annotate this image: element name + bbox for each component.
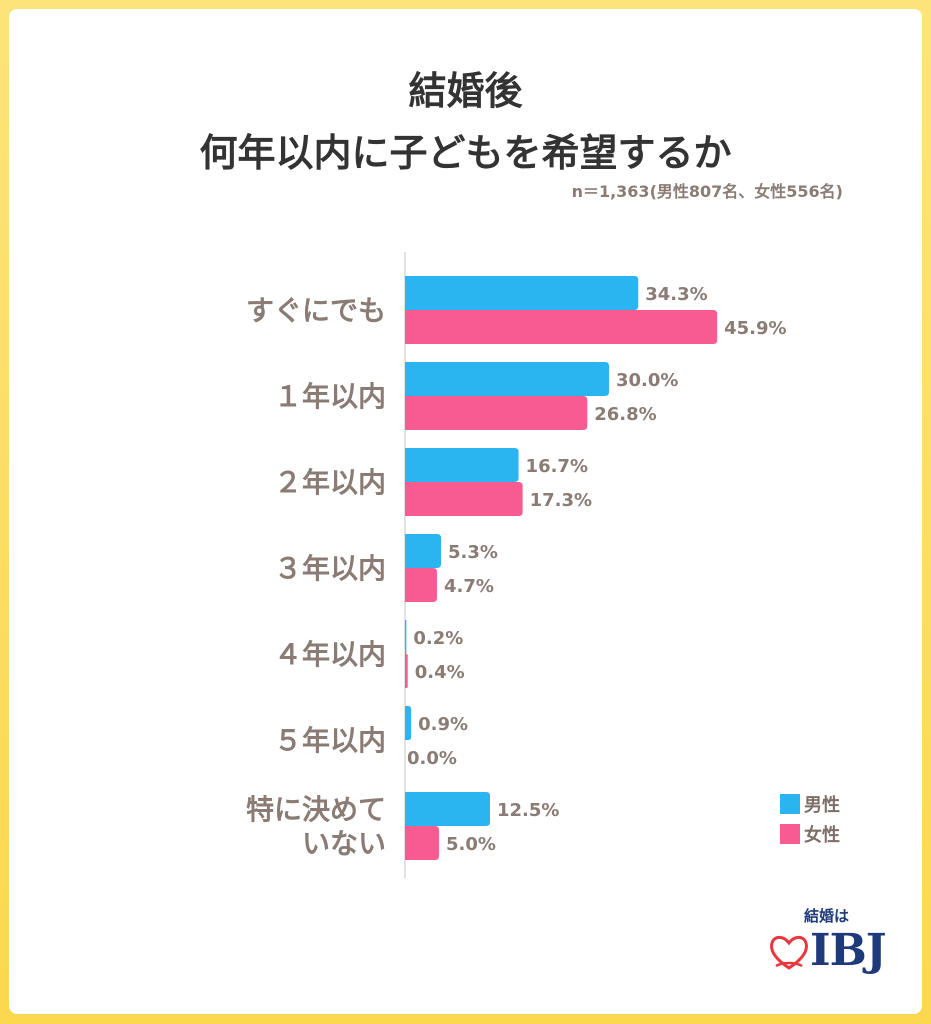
bar-female-2	[405, 396, 588, 430]
chart-legend: 男性 女性	[780, 789, 840, 849]
category-label-1: すぐにでも	[246, 294, 386, 327]
bar-female-7	[405, 826, 439, 860]
bar-male-3	[405, 448, 519, 482]
bar-male-1	[405, 276, 639, 310]
value-label-male-4: 5.3%	[448, 542, 498, 563]
bar-male-4	[405, 534, 442, 568]
value-label-male-3: 16.7%	[526, 456, 588, 477]
value-label-male-7: 12.5%	[497, 800, 559, 821]
value-label-female-3: 17.3%	[530, 490, 592, 511]
value-label-female-1: 45.9%	[724, 318, 786, 339]
category-label-7-line2: いない	[302, 827, 386, 860]
legend-label-female: 女性	[804, 825, 840, 846]
value-label-female-7: 5.0%	[446, 834, 496, 855]
bar-female-3	[405, 482, 523, 516]
logo-tagline: 結婚は	[804, 907, 850, 925]
category-label-3: ２年以内	[274, 466, 386, 499]
bar-male-2	[405, 362, 609, 396]
legend-item-female: 女性	[780, 819, 840, 849]
legend-swatch-male	[780, 794, 800, 814]
bar-female-1	[405, 310, 718, 344]
sample-size-note: n＝1,363(男性807名、女性556名)	[571, 182, 843, 201]
chart-title-line1: 結婚後	[408, 69, 523, 113]
legend-swatch-female	[780, 824, 800, 844]
legend-label-male: 男性	[804, 795, 840, 816]
value-label-female-4: 4.7%	[444, 576, 494, 597]
bar-male-5	[405, 620, 407, 654]
ibj-logo: 結婚は IBJ	[768, 905, 888, 985]
chart-title-line2: 何年以内に子どもを希望するか	[199, 131, 732, 175]
bar-male-6	[405, 706, 412, 740]
category-label-5: ４年以内	[274, 638, 386, 671]
value-label-male-2: 30.0%	[616, 370, 678, 391]
legend-item-male: 男性	[780, 789, 840, 819]
value-label-female-2: 26.8%	[594, 404, 656, 425]
value-label-male-6: 0.9%	[418, 714, 468, 735]
category-label-4: ３年以内	[274, 552, 386, 585]
value-label-male-5: 0.2%	[413, 628, 463, 649]
category-label-2: １年以内	[274, 380, 386, 413]
value-label-female-6: 0.0%	[407, 748, 457, 769]
value-label-male-1: 34.3%	[645, 284, 707, 305]
bar-female-5	[405, 654, 408, 688]
logo-wordmark: IBJ	[810, 925, 887, 976]
bar-female-4	[405, 568, 437, 602]
category-label-6: ５年以内	[274, 724, 386, 757]
bar-male-7	[405, 792, 490, 826]
value-label-female-5: 0.4%	[415, 662, 465, 683]
category-label-7-line1: 特に決めて	[246, 793, 386, 826]
heart-icon	[770, 935, 808, 970]
